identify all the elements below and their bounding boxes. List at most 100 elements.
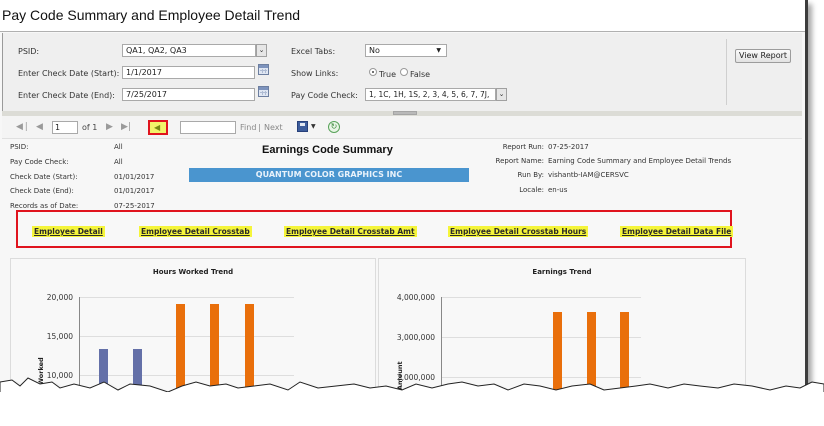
torn-edge-decoration bbox=[0, 377, 824, 426]
link-employee-detail-crosstab-amt[interactable]: Employee Detail Crosstab Amt bbox=[284, 226, 417, 237]
psid-select[interactable]: QA1, QA2, QA3 bbox=[122, 44, 256, 57]
report-window: Pay Code Summary and Employee Detail Tre… bbox=[0, 0, 808, 400]
back-arrow-icon: ◀ bbox=[154, 123, 161, 132]
info-value: All bbox=[114, 158, 123, 166]
info-label: Pay Code Check: bbox=[10, 158, 69, 166]
excel-tabs-label: Excel Tabs: bbox=[291, 47, 336, 56]
first-page-icon[interactable]: ◀ | bbox=[16, 122, 28, 132]
find-separator: | bbox=[258, 123, 261, 132]
prev-page-icon[interactable]: ◀ bbox=[36, 122, 43, 132]
bar bbox=[587, 312, 596, 400]
y-axis bbox=[79, 297, 80, 400]
hours-worked-chart: Hours Worked Trend 20,000 15,000 10,000 … bbox=[10, 258, 376, 400]
link-employee-detail-data-file[interactable]: Employee Detail Data File bbox=[620, 226, 734, 237]
bar bbox=[210, 304, 219, 400]
export-dropdown-icon[interactable]: ▼ bbox=[311, 123, 316, 130]
info-value: 07-25-2017 bbox=[548, 143, 589, 151]
report-body: PSID: All Pay Code Check: All Check Date… bbox=[2, 140, 802, 400]
link-employee-detail[interactable]: Employee Detail bbox=[32, 226, 105, 237]
info-value: 07-25-2017 bbox=[114, 202, 155, 210]
back-to-parent-button[interactable]: ◀ bbox=[148, 120, 168, 135]
gridline bbox=[441, 297, 641, 298]
y-tick: 10,000 bbox=[46, 371, 73, 380]
check-date-start-input[interactable]: 1/1/2017 bbox=[122, 66, 255, 79]
chevron-down-icon: ⌄ bbox=[498, 90, 505, 98]
info-value: vishantb-IAM@CERSVC bbox=[548, 171, 629, 179]
bar bbox=[176, 304, 185, 400]
y-tick: 4,000,000 bbox=[396, 293, 435, 302]
report-title: Earnings Code Summary bbox=[262, 144, 393, 156]
find-link[interactable]: Find bbox=[240, 123, 257, 132]
page-count: of 1 bbox=[82, 123, 98, 132]
info-label: Run By: bbox=[517, 171, 544, 179]
link-employee-detail-crosstab-hours[interactable]: Employee Detail Crosstab Hours bbox=[448, 226, 589, 237]
parameters-panel: PSID: QA1, QA2, QA3 ⌄ Enter Check Date (… bbox=[2, 33, 802, 111]
info-label: PSID: bbox=[10, 143, 29, 151]
info-label: Check Date (Start): bbox=[10, 173, 78, 181]
show-links-false-radio[interactable] bbox=[400, 68, 408, 76]
info-value: en-us bbox=[548, 186, 568, 194]
y-tick: 2,000,000 bbox=[396, 373, 435, 382]
divider bbox=[726, 39, 727, 105]
drillthrough-links: Employee Detail Employee Detail Crosstab… bbox=[16, 210, 734, 248]
info-label: Report Name: bbox=[495, 157, 544, 165]
view-report-button[interactable]: View Report bbox=[735, 49, 791, 63]
chart-title: Hours Worked Trend bbox=[152, 268, 234, 276]
export-icon[interactable] bbox=[297, 121, 308, 132]
earnings-chart: Earnings Trend 4,000,000 3,000,000 2,000… bbox=[378, 258, 746, 400]
excel-tabs-select[interactable]: No ▼ bbox=[365, 44, 447, 57]
y-tick: 20,000 bbox=[46, 293, 73, 302]
next-link[interactable]: Next bbox=[264, 123, 283, 132]
pay-code-check-label: Pay Code Check: bbox=[291, 91, 358, 100]
parameters-splitter[interactable] bbox=[2, 111, 802, 116]
info-label: Locale: bbox=[519, 186, 544, 194]
calendar-icon[interactable] bbox=[258, 64, 269, 75]
bar bbox=[620, 312, 629, 400]
psid-label: PSID: bbox=[18, 47, 40, 56]
show-links-true-label: True bbox=[379, 70, 396, 79]
check-date-end-label: Enter Check Date (End): bbox=[18, 91, 115, 100]
gridline bbox=[441, 337, 641, 338]
info-value: 01/01/2017 bbox=[114, 173, 155, 181]
show-links-true-radio[interactable] bbox=[369, 68, 377, 76]
collapse-handle[interactable] bbox=[393, 111, 417, 115]
link-employee-detail-crosstab[interactable]: Employee Detail Crosstab bbox=[139, 226, 252, 237]
refresh-icon[interactable]: ↻ bbox=[328, 121, 340, 133]
show-links-label: Show Links: bbox=[291, 69, 339, 78]
pay-code-dropdown-button[interactable]: ⌄ bbox=[496, 88, 507, 101]
dropdown-arrow-icon: ▼ bbox=[436, 47, 441, 54]
excel-tabs-value: No bbox=[369, 46, 380, 55]
last-page-icon[interactable]: ▶| bbox=[121, 122, 131, 132]
gridline bbox=[79, 375, 294, 376]
check-date-end-input[interactable]: 7/25/2017 bbox=[122, 88, 255, 101]
bar bbox=[99, 349, 108, 400]
gridline bbox=[79, 297, 294, 298]
title-bar: Pay Code Summary and Employee Detail Tre… bbox=[0, 0, 805, 32]
gridline bbox=[441, 377, 641, 378]
find-input[interactable] bbox=[180, 121, 236, 134]
page-number-input[interactable]: 1 bbox=[52, 121, 78, 134]
window-title: Pay Code Summary and Employee Detail Tre… bbox=[2, 7, 301, 23]
bar bbox=[553, 312, 562, 400]
gridline bbox=[79, 336, 294, 337]
psid-dropdown-button[interactable]: ⌄ bbox=[256, 44, 267, 57]
next-page-icon[interactable]: ▶ bbox=[106, 122, 113, 132]
info-value: 01/01/2017 bbox=[114, 187, 155, 195]
check-date-start-label: Enter Check Date (Start): bbox=[18, 69, 120, 78]
info-label: Check Date (End): bbox=[10, 187, 74, 195]
y-axis bbox=[441, 297, 442, 400]
pay-code-check-select[interactable]: 1, 1C, 1H, 1S, 2, 3, 4, 5, 6, 7, 7J, bbox=[365, 88, 496, 101]
info-value: All bbox=[114, 143, 123, 151]
y-tick: 15,000 bbox=[46, 332, 73, 341]
bar bbox=[133, 349, 142, 400]
report-toolbar: ◀ | ◀ 1 of 1 ▶ ▶| ◀ Find | Next ▼ ↻ bbox=[2, 116, 802, 139]
info-label: Records as of Date: bbox=[10, 202, 79, 210]
info-label: Report Run: bbox=[502, 143, 544, 151]
calendar-icon[interactable] bbox=[258, 86, 269, 97]
chart-title: Earnings Trend bbox=[532, 268, 592, 276]
company-banner: QUANTUM COLOR GRAPHICS INC bbox=[189, 168, 469, 182]
chevron-down-icon: ⌄ bbox=[258, 46, 265, 54]
bar bbox=[245, 304, 254, 400]
y-tick: 3,000,000 bbox=[396, 333, 435, 342]
show-links-false-label: False bbox=[410, 70, 431, 79]
